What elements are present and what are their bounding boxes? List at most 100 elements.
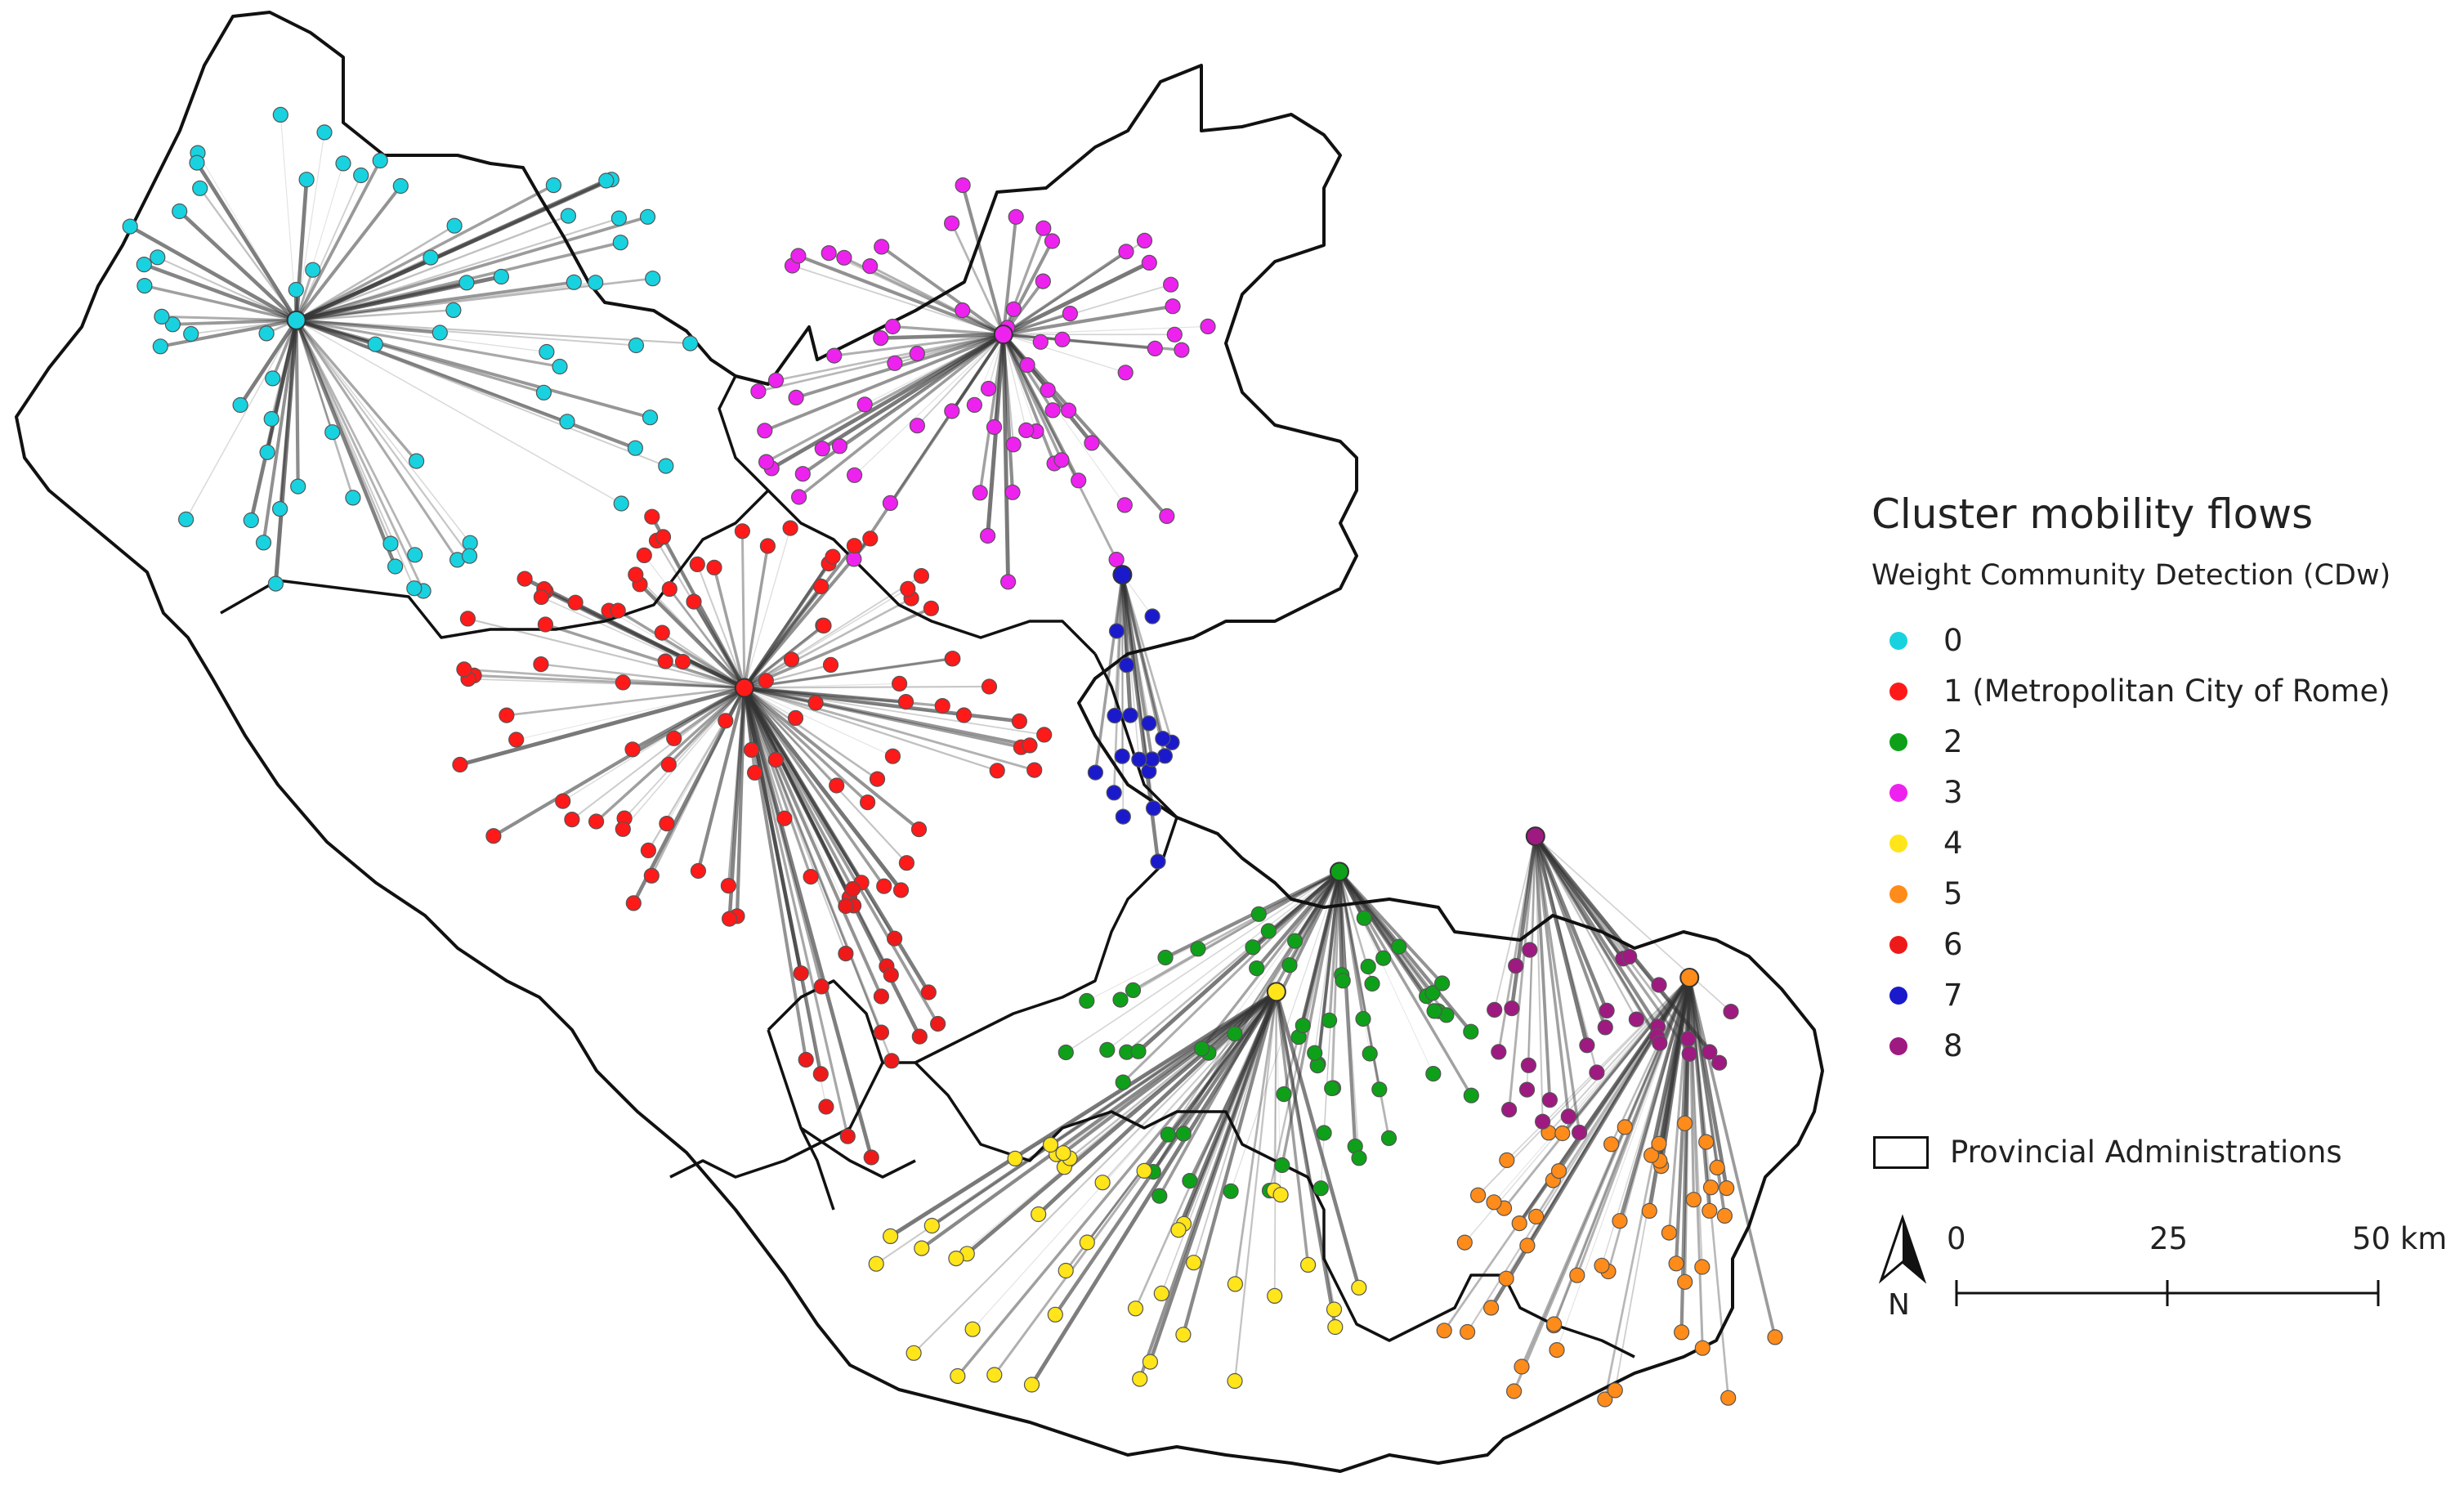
node-cluster-1 bbox=[655, 529, 672, 545]
node-cluster-3 bbox=[788, 389, 804, 405]
node-cluster-3 bbox=[1004, 484, 1021, 500]
node-cluster-0 bbox=[152, 338, 168, 355]
node-cluster-5 bbox=[1459, 1323, 1476, 1341]
flow-line bbox=[744, 607, 932, 690]
node-cluster-0 bbox=[598, 172, 615, 189]
provincial-swatch bbox=[1873, 1136, 1929, 1169]
node-cluster-0 bbox=[409, 453, 425, 469]
node-cluster-2 bbox=[1356, 910, 1372, 926]
flow-line bbox=[159, 318, 297, 348]
node-cluster-7 bbox=[1150, 853, 1166, 870]
node-cluster-6 bbox=[798, 1051, 814, 1068]
flow-line bbox=[744, 588, 909, 689]
node-cluster-0 bbox=[136, 257, 152, 273]
flow-line bbox=[956, 991, 1278, 1377]
node-cluster-1 bbox=[807, 695, 824, 711]
node-cluster-2 bbox=[1160, 1126, 1176, 1143]
flow-line bbox=[744, 686, 1031, 747]
flow-line bbox=[161, 315, 297, 322]
node-cluster-7 bbox=[1107, 707, 1123, 724]
node-cluster-1 bbox=[945, 651, 961, 667]
node-cluster-0 bbox=[183, 325, 199, 342]
flow-line bbox=[869, 265, 1004, 336]
node-cluster-3 bbox=[979, 527, 996, 544]
node-cluster-5 bbox=[1674, 1324, 1690, 1341]
node-cluster-3 bbox=[1044, 233, 1061, 249]
node-cluster-2 bbox=[1227, 1025, 1243, 1042]
node-cluster-1 bbox=[955, 707, 973, 723]
node-cluster-1 bbox=[721, 911, 738, 927]
flow-line bbox=[1281, 871, 1341, 1166]
node-cluster-3 bbox=[1060, 402, 1077, 419]
node-cluster-1 bbox=[892, 882, 910, 898]
node-cluster-3 bbox=[831, 438, 848, 454]
node-cluster-5 bbox=[1694, 1340, 1710, 1356]
flow-line bbox=[474, 674, 745, 690]
node-cluster-2 bbox=[1115, 1074, 1131, 1090]
node-cluster-1 bbox=[783, 651, 800, 668]
node-cluster-6 bbox=[793, 965, 809, 982]
node-cluster-1 bbox=[644, 508, 660, 525]
node-cluster-3 bbox=[955, 177, 971, 194]
flow-line bbox=[1534, 835, 1581, 1133]
flow-line bbox=[296, 280, 575, 322]
node-cluster-5 bbox=[1702, 1202, 1718, 1219]
node-cluster-7 bbox=[1145, 800, 1162, 817]
flow-line bbox=[743, 687, 940, 1025]
flow-line bbox=[744, 656, 954, 690]
node-cluster-8 bbox=[1534, 1113, 1551, 1130]
node-cluster-0 bbox=[136, 278, 153, 294]
flow-line bbox=[744, 687, 1035, 772]
flow-line bbox=[1002, 227, 1045, 335]
node-cluster-0 bbox=[164, 316, 181, 333]
node-cluster-4 bbox=[1023, 1376, 1040, 1393]
flow-line bbox=[1102, 991, 1277, 1184]
node-cluster-5 bbox=[1498, 1270, 1514, 1287]
node-cluster-0 bbox=[255, 535, 272, 551]
flow-line bbox=[296, 320, 471, 544]
node-cluster-4 bbox=[882, 1228, 899, 1245]
flow-line bbox=[1003, 333, 1156, 351]
flow-line bbox=[1002, 261, 1151, 337]
flow-line bbox=[713, 566, 746, 688]
node-cluster-5 bbox=[1549, 1341, 1565, 1359]
node-cluster-5 bbox=[1668, 1256, 1684, 1272]
node-cluster-2 bbox=[1276, 1085, 1292, 1103]
flow-line bbox=[744, 687, 893, 757]
node-cluster-3 bbox=[873, 330, 889, 347]
node-cluster-0 bbox=[407, 547, 423, 563]
node-cluster-8 bbox=[1491, 1044, 1507, 1060]
legend-label-0: 0 bbox=[1943, 623, 1963, 658]
node-cluster-2 bbox=[1360, 958, 1376, 975]
flow-line bbox=[1301, 871, 1341, 1026]
flow-line bbox=[661, 632, 745, 689]
node-cluster-8 bbox=[1702, 1044, 1718, 1060]
flow-line bbox=[632, 686, 745, 751]
node-cluster-1 bbox=[537, 616, 554, 633]
node-cluster-0 bbox=[267, 575, 284, 592]
flow-line bbox=[743, 687, 847, 954]
flow-line bbox=[129, 225, 297, 322]
node-cluster-2 bbox=[1463, 1023, 1479, 1040]
flow-line bbox=[1120, 574, 1165, 739]
province-boundary-rome-frosinone bbox=[669, 653, 1178, 1179]
node-cluster-6 bbox=[839, 1128, 856, 1144]
flow-line bbox=[742, 687, 803, 974]
node-cluster-1 bbox=[517, 571, 533, 587]
flow-line bbox=[562, 687, 745, 802]
flow-line bbox=[743, 687, 869, 803]
node-cluster-6 bbox=[920, 984, 937, 1000]
node-cluster-7 bbox=[1106, 785, 1122, 801]
flow-line bbox=[157, 256, 297, 321]
node-cluster-5 bbox=[1511, 1215, 1527, 1232]
legend-label-6: 6 bbox=[1943, 927, 1963, 962]
node-cluster-5 bbox=[1486, 1194, 1502, 1211]
node-cluster-1 bbox=[661, 580, 677, 598]
flow-line bbox=[1526, 836, 1536, 1090]
flow-line bbox=[1233, 991, 1278, 1381]
node-cluster-7 bbox=[1144, 608, 1160, 624]
flow-line bbox=[993, 991, 1278, 1376]
node-cluster-4 bbox=[1351, 1279, 1367, 1296]
node-cluster-5 bbox=[1603, 1136, 1620, 1153]
node-cluster-0 bbox=[272, 500, 288, 517]
